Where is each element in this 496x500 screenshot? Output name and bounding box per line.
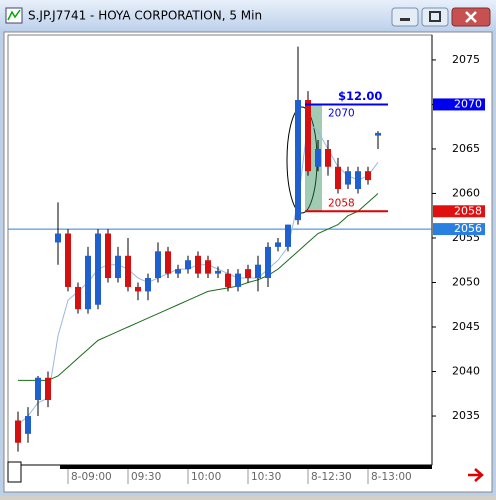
candle-body xyxy=(365,171,371,181)
candle-body xyxy=(285,224,291,247)
level-label: 2058 xyxy=(328,197,355,209)
candle-body xyxy=(185,260,191,270)
close-icon xyxy=(465,11,477,23)
x-tick-label: 10:30 xyxy=(251,471,281,483)
price-tag xyxy=(433,98,485,111)
candle-body xyxy=(225,273,231,287)
candle-body xyxy=(125,255,131,287)
candle-body xyxy=(255,264,261,279)
candle-body xyxy=(295,99,301,221)
maximize-button[interactable] xyxy=(421,7,449,27)
level-label: 2070 xyxy=(328,107,355,119)
candle-body xyxy=(235,273,241,287)
minimize-icon xyxy=(400,18,410,21)
price-tag-label: 2070 xyxy=(454,97,482,110)
price-tag xyxy=(433,205,485,218)
candle-body xyxy=(115,255,121,279)
candle-body xyxy=(25,416,31,434)
y-tick-label: 2035 xyxy=(452,409,480,422)
candle-body xyxy=(325,148,331,167)
candle-body xyxy=(265,246,271,279)
y-tick-label: 2050 xyxy=(452,275,480,288)
x-tick-label: 8-09:00 xyxy=(71,471,112,483)
candle-body xyxy=(55,233,61,243)
scroll-bar[interactable] xyxy=(60,465,432,469)
candle-body xyxy=(15,420,21,443)
candle-body xyxy=(75,286,81,310)
candle-body xyxy=(305,99,311,172)
candle-body xyxy=(215,270,221,274)
candle-body xyxy=(105,233,111,279)
scroll-box[interactable] xyxy=(7,461,22,483)
candle-body xyxy=(205,260,211,274)
candle-body xyxy=(85,255,91,310)
scroll-right-arrow[interactable] xyxy=(468,468,484,482)
candle-body xyxy=(345,171,351,185)
candle-body xyxy=(375,132,381,136)
candle-body xyxy=(165,251,171,274)
x-tick-label: 10:00 xyxy=(191,471,221,483)
candle-body xyxy=(195,255,201,274)
candle-body xyxy=(335,166,341,190)
difference-label: $12.00 xyxy=(338,89,382,103)
candle-body xyxy=(275,242,281,247)
x-tick-label: 8-13:00 xyxy=(371,471,412,483)
candle-body xyxy=(175,269,181,274)
candle-body xyxy=(315,148,321,167)
app-icon-graph xyxy=(7,9,21,21)
y-tick-label: 2040 xyxy=(452,365,480,378)
candle-body xyxy=(155,251,161,279)
candle-body xyxy=(145,278,151,292)
candle-body xyxy=(35,377,41,401)
y-tick-label: 2065 xyxy=(452,142,480,155)
minimize-button[interactable] xyxy=(391,7,419,27)
candle-body xyxy=(355,171,361,190)
x-tick-label: 8-12:30 xyxy=(311,471,352,483)
y-tick-label: 2060 xyxy=(452,186,480,199)
candle-body xyxy=(65,233,71,287)
moving-average xyxy=(18,193,379,381)
y-tick-label: 2075 xyxy=(452,53,480,66)
price-tag xyxy=(433,223,485,236)
maximize-icon xyxy=(429,11,441,22)
candle-body xyxy=(95,233,101,305)
price-tag-label: 2058 xyxy=(454,204,482,217)
candle-body xyxy=(45,377,51,401)
candle-body xyxy=(245,269,251,279)
price-tag-label: 2056 xyxy=(454,222,482,235)
plot-area xyxy=(7,34,433,466)
window-title: S.JP.J7741 - HOYA CORPORATION, 5 Min xyxy=(28,9,262,23)
x-tick-label: 09:30 xyxy=(131,471,161,483)
y-tick-label: 2045 xyxy=(452,320,480,333)
candle-body xyxy=(135,286,141,292)
